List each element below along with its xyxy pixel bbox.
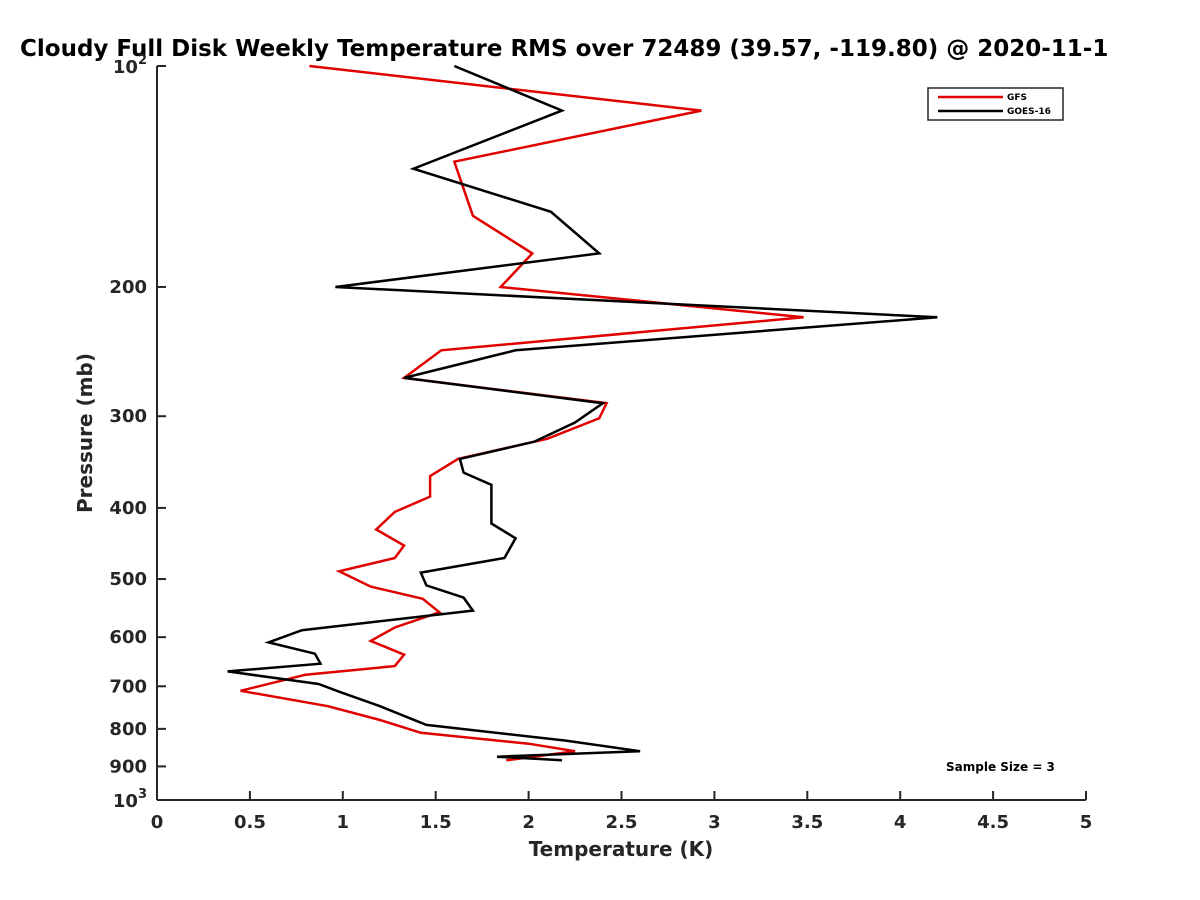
y-tick-label: 300 <box>109 406 147 427</box>
x-axis-label: Temperature (K) <box>529 837 714 861</box>
sample-size-annotation: Sample Size = 3 <box>946 760 1055 774</box>
y-tick-label: 700 <box>109 676 147 697</box>
series-line-gfs <box>240 64 804 762</box>
x-tick-label: 0 <box>151 812 164 833</box>
plot-area <box>227 64 938 762</box>
x-tick-label: 3.5 <box>791 812 823 833</box>
x-ticks: 0 0.5 1 1.5 2 2.5 3 3.5 4 4.5 5 <box>151 791 1093 833</box>
x-tick-label: 1.5 <box>420 812 452 833</box>
axes <box>156 66 1086 801</box>
y-ticks: 102 200 300 400 500 600 700 800 900 103 <box>109 53 166 812</box>
series-line-goes16 <box>227 64 938 762</box>
legend-box <box>927 87 1064 121</box>
y-tick-label: 103 <box>113 787 147 812</box>
y-tick-label: 200 <box>109 277 147 298</box>
x-tick-label: 4 <box>894 812 907 833</box>
x-tick-label: 2 <box>522 812 535 833</box>
y-tick-label: 600 <box>109 627 147 648</box>
y-tick-label: 500 <box>109 569 147 590</box>
x-tick-label: 5 <box>1080 812 1093 833</box>
y-tick-label: 900 <box>109 756 147 777</box>
legend-label-gfs: GFS <box>1007 93 1027 103</box>
legend-label-goes16: GOES-16 <box>1007 107 1051 117</box>
x-tick-label: 0.5 <box>234 812 266 833</box>
chart-title: Cloudy Full Disk Weekly Temperature RMS … <box>20 36 1108 62</box>
y-tick-label: 800 <box>109 719 147 740</box>
y-tick-label: 102 <box>113 53 147 78</box>
x-tick-label: 4.5 <box>977 812 1009 833</box>
y-axis-label: Pressure (mb) <box>73 353 97 513</box>
y-tick-label: 400 <box>109 498 147 519</box>
x-tick-label: 2.5 <box>606 812 638 833</box>
x-tick-label: 1 <box>337 812 350 833</box>
legend: GFS GOES-16 <box>927 87 1064 121</box>
x-tick-label: 3 <box>708 812 721 833</box>
